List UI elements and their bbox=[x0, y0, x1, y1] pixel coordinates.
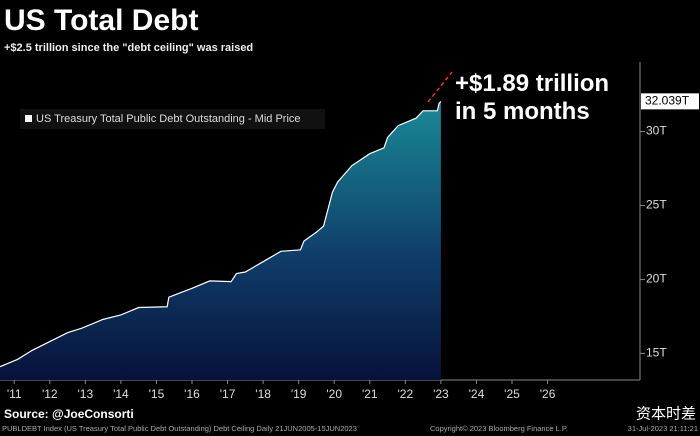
watermark: 资本时差 bbox=[636, 405, 696, 423]
x-tick-label: '26 bbox=[540, 387, 556, 401]
x-tick-label: '20 bbox=[326, 387, 342, 401]
y-tick-label: 25T bbox=[646, 198, 667, 212]
x-tick-label: '16 bbox=[184, 387, 200, 401]
subtitle: +$2.5 trillion since the "debt ceiling" … bbox=[4, 42, 253, 54]
legend-box bbox=[20, 109, 325, 129]
chart-title: US Total Debt bbox=[4, 4, 198, 37]
x-tick-label: '22 bbox=[398, 387, 414, 401]
line bbox=[0, 100, 442, 368]
area bbox=[0, 101, 441, 381]
legend-label: US Treasury Total Public Debt Outstandin… bbox=[36, 113, 301, 125]
x-tick-label: '23 bbox=[433, 387, 449, 401]
legend-swatch bbox=[25, 115, 32, 122]
x-tick-label: '11 bbox=[7, 387, 22, 401]
y-tick-label: 30T bbox=[646, 124, 667, 138]
x-tick-label: '15 bbox=[149, 387, 165, 401]
timestamp: 31-Jul-2023 21:11:21 bbox=[628, 424, 698, 433]
x-tick-label: '12 bbox=[42, 387, 58, 401]
footer: PUBLDEBT Index (US Treasury Total Public… bbox=[2, 424, 357, 433]
annotation: +$1.89 trillion in 5 months bbox=[455, 70, 610, 125]
x-tick-label: '17 bbox=[220, 387, 236, 401]
x-tick-label: '25 bbox=[504, 387, 520, 401]
annotation-box: +$1.89 trillion in 5 months bbox=[455, 70, 610, 125]
x-tick-label: '14 bbox=[113, 387, 129, 401]
x-tick-label: '24 bbox=[469, 387, 485, 401]
y-tick-label: 15T bbox=[646, 346, 667, 360]
x-tick-label: '13 bbox=[78, 387, 94, 401]
last-value-box bbox=[641, 93, 699, 110]
x-tick-label: '18 bbox=[255, 387, 271, 401]
x-tick-label: '21 bbox=[362, 387, 378, 401]
y-tick-label: 20T bbox=[646, 272, 667, 286]
copyright: Copyright© 2023 Bloomberg Finance L.P. bbox=[430, 424, 568, 433]
source: Source: @JoeConsorti bbox=[4, 407, 134, 421]
last-value-label: 32.039T bbox=[645, 94, 690, 108]
x-tick-label: '19 bbox=[291, 387, 307, 401]
